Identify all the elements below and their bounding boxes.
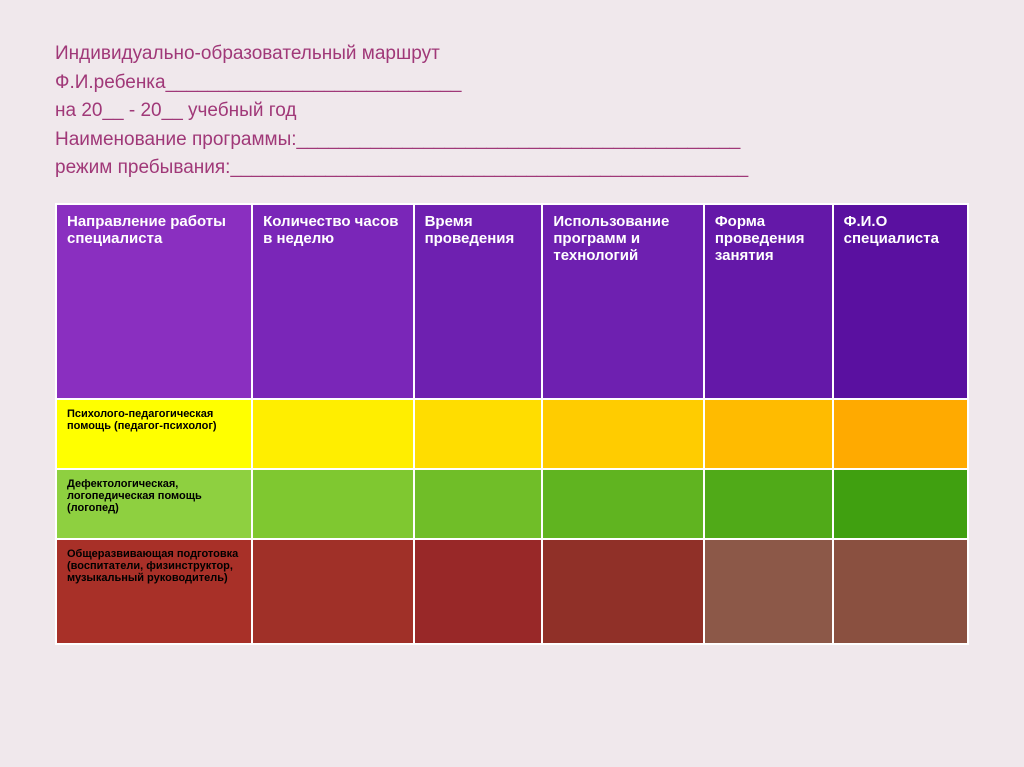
row-data-cell — [833, 539, 968, 644]
title-line-5: режим пребывания:_______________________… — [55, 154, 969, 183]
title-line-1: Индивидуально-образовательный маршрут — [55, 40, 969, 69]
row-data-cell — [252, 399, 413, 469]
col-header-2: Время проведения — [414, 204, 543, 399]
row-data-cell — [704, 539, 833, 644]
row-label-cell: Психолого-педагогическая помощь (педагог… — [56, 399, 252, 469]
title-line-4: Наименование программы:_________________… — [55, 126, 969, 155]
row-data-cell — [542, 399, 703, 469]
title-line-3: на 20__ - 20__ учебный год — [55, 97, 969, 126]
title-block: Индивидуально-образовательный маршрут Ф.… — [55, 40, 969, 183]
title-line-2: Ф.И.ребенка____________________________ — [55, 69, 969, 98]
table-row: Психолого-педагогическая помощь (педагог… — [56, 399, 968, 469]
row-data-cell — [414, 539, 543, 644]
row-data-cell — [704, 469, 833, 539]
row-data-cell — [833, 399, 968, 469]
row-label-cell: Дефектологическая, логопедическая помощь… — [56, 469, 252, 539]
table-row: Дефектологическая, логопедическая помощь… — [56, 469, 968, 539]
col-header-4: Форма проведения занятия — [704, 204, 833, 399]
row-data-cell — [414, 399, 543, 469]
row-data-cell — [252, 539, 413, 644]
col-header-5: Ф.И.О специалиста — [833, 204, 968, 399]
row-data-cell — [542, 469, 703, 539]
row-label-cell: Общеразвивающая подготовка (воспитатели,… — [56, 539, 252, 644]
row-data-cell — [704, 399, 833, 469]
table-header-row: Направление работы специалиста Количеств… — [56, 204, 968, 399]
row-data-cell — [252, 469, 413, 539]
row-data-cell — [833, 469, 968, 539]
main-table: Направление работы специалиста Количеств… — [55, 203, 969, 645]
col-header-3: Использование программ и технологий — [542, 204, 703, 399]
row-data-cell — [414, 469, 543, 539]
table-body: Психолого-педагогическая помощь (педагог… — [56, 399, 968, 644]
row-data-cell — [542, 539, 703, 644]
table-row: Общеразвивающая подготовка (воспитатели,… — [56, 539, 968, 644]
col-header-0: Направление работы специалиста — [56, 204, 252, 399]
col-header-1: Количество часов в неделю — [252, 204, 413, 399]
